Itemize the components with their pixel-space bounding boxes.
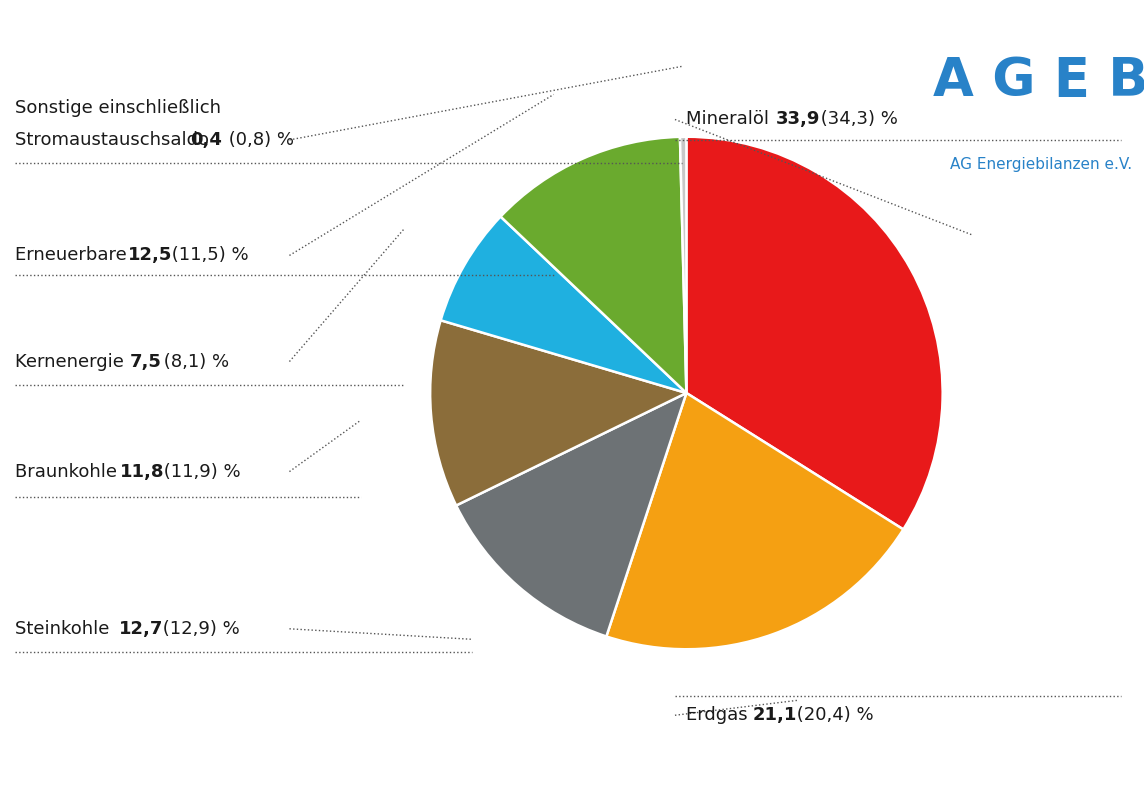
Wedge shape bbox=[456, 393, 686, 637]
Text: Erdgas: Erdgas bbox=[686, 707, 760, 724]
Text: Kernenergie: Kernenergie bbox=[15, 353, 135, 370]
Text: Erneuerbare: Erneuerbare bbox=[15, 247, 138, 264]
Text: (34,3) %: (34,3) % bbox=[815, 111, 897, 128]
Wedge shape bbox=[430, 320, 686, 505]
Text: (11,5) %: (11,5) % bbox=[166, 247, 248, 264]
Text: A G E B: A G E B bbox=[934, 55, 1144, 107]
Text: Braunkohle: Braunkohle bbox=[15, 463, 128, 480]
Text: 12,7: 12,7 bbox=[119, 620, 164, 637]
Text: 7,5: 7,5 bbox=[129, 353, 161, 370]
Text: AG Energiebilanzen e.V.: AG Energiebilanzen e.V. bbox=[950, 157, 1133, 172]
Wedge shape bbox=[501, 137, 686, 393]
Text: Mineralöl: Mineralöl bbox=[686, 111, 781, 128]
Text: Sonstige einschließlich: Sonstige einschließlich bbox=[15, 100, 221, 117]
Text: 0,4: 0,4 bbox=[190, 131, 222, 149]
Text: (11,9) %: (11,9) % bbox=[158, 463, 240, 480]
Text: (12,9) %: (12,9) % bbox=[157, 620, 239, 637]
Text: (20,4) %: (20,4) % bbox=[791, 707, 873, 724]
Text: 11,8: 11,8 bbox=[120, 463, 165, 480]
Text: 12,5: 12,5 bbox=[128, 247, 173, 264]
Wedge shape bbox=[686, 137, 943, 530]
Text: (8,1) %: (8,1) % bbox=[158, 353, 229, 370]
Text: 33,9: 33,9 bbox=[776, 111, 820, 128]
Text: Stromaustauschsaldo: Stromaustauschsaldo bbox=[15, 131, 221, 149]
Wedge shape bbox=[606, 393, 904, 649]
Text: (0,8) %: (0,8) % bbox=[223, 131, 294, 149]
Wedge shape bbox=[440, 217, 686, 393]
Text: 21,1: 21,1 bbox=[753, 707, 797, 724]
Text: Steinkohle: Steinkohle bbox=[15, 620, 121, 637]
Wedge shape bbox=[680, 137, 686, 393]
